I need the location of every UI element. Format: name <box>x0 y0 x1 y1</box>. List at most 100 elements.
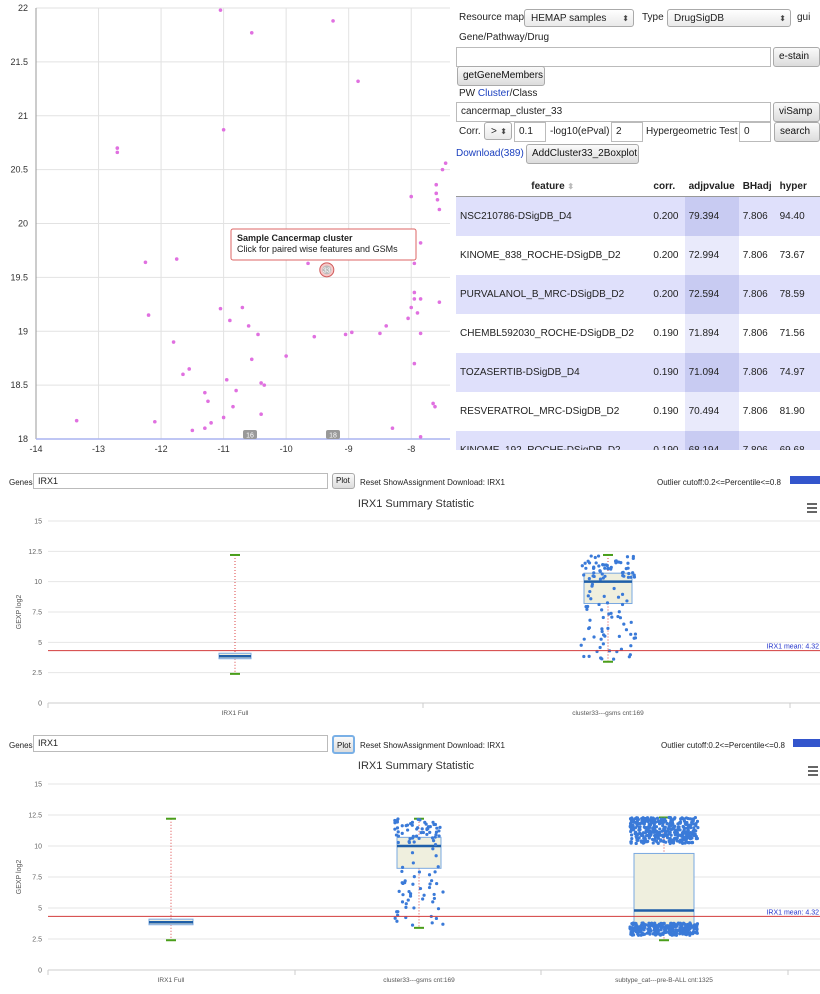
scatter-point[interactable] <box>437 207 442 212</box>
scatter-point[interactable] <box>437 300 442 304</box>
scatter-point[interactable] <box>187 367 192 371</box>
scatter-point[interactable] <box>246 324 251 328</box>
box-group[interactable] <box>218 553 252 675</box>
visamp-button[interactable]: viSamp <box>773 102 820 122</box>
scatter-point[interactable] <box>350 330 354 335</box>
corr-operator-select[interactable]: > ⬍ <box>484 122 512 140</box>
scatter-point[interactable] <box>228 318 232 323</box>
scatter-point[interactable] <box>174 257 179 261</box>
table-row[interactable]: KINOME_838_ROCHE-DSigDB_D2 0.200 72.994 7.8… <box>456 236 820 275</box>
scatter-point[interactable] <box>115 146 120 150</box>
scatter-point[interactable] <box>384 324 389 328</box>
scatter-point[interactable] <box>115 150 120 155</box>
scatter-point[interactable] <box>209 421 213 425</box>
scatter-point[interactable] <box>143 260 148 265</box>
scatter-point[interactable] <box>153 419 157 424</box>
scatter-point[interactable] <box>181 372 185 377</box>
boxplot-chart-2[interactable]: IRX1 Summary Statistic GEXP log2 15 12.5 10 7… <box>0 752 820 994</box>
scatter-point[interactable] <box>234 388 238 393</box>
scatter-point[interactable] <box>256 332 260 337</box>
search-button[interactable]: search <box>774 122 820 142</box>
plot-button-1[interactable]: Plot <box>332 473 355 489</box>
scatter-point[interactable] <box>418 331 423 336</box>
scatter-point[interactable] <box>218 306 223 311</box>
scatter-point[interactable] <box>259 381 263 385</box>
scatter-point[interactable] <box>312 334 317 339</box>
scatter-point[interactable] <box>418 435 423 439</box>
e-stain-button[interactable]: e-stain <box>773 47 820 67</box>
hypergeometric-input[interactable]: 0 <box>739 122 771 142</box>
scatter-point[interactable] <box>434 191 439 196</box>
scatter-point[interactable] <box>190 428 195 433</box>
sort-icon[interactable]: ⬍ <box>567 181 575 191</box>
reset-assignment-download-2[interactable]: Reset ShowAssignment Download: IRX1 <box>360 741 505 750</box>
scatter-point[interactable] <box>418 297 423 301</box>
table-row[interactable]: NSC210786-DSigDB_D4 0.200 79.394 7.806 94.40 <box>456 196 820 236</box>
scatter-point[interactable] <box>412 361 417 366</box>
column-header-adjpvalue[interactable]: adjpvalue <box>684 176 739 197</box>
table-row[interactable]: CHEMBL592030_ROCHE-DSigDB_D2 0.190 71.894 7… <box>456 314 820 353</box>
scatter-point[interactable] <box>378 331 382 336</box>
scatter-point[interactable] <box>433 404 437 409</box>
resource-map-select[interactable]: HEMAP samples ⬍ <box>524 9 634 27</box>
scatter-point[interactable] <box>412 261 417 266</box>
scatter-point[interactable] <box>146 313 151 317</box>
scatter-point[interactable] <box>406 316 410 321</box>
scatter-point[interactable] <box>74 418 79 423</box>
scatter-point[interactable] <box>434 182 439 187</box>
scatter-point[interactable] <box>249 30 254 35</box>
corr-input[interactable]: 0.1 <box>514 122 546 142</box>
table-row[interactable]: KINOME_192_ROCHE-DSigDB_D20.19068.1947.8… <box>456 431 820 450</box>
cluster-input[interactable]: cancermap_cluster_33 <box>456 102 771 122</box>
scatter-point[interactable] <box>231 404 235 409</box>
box-group[interactable] <box>148 817 194 942</box>
table-row[interactable]: RESVERATROL_MRC-DSigDB_D2 0.190 70.494 7.80… <box>456 392 820 431</box>
reset-assignment-download-1[interactable]: Reset ShowAssignment Download: IRX1 <box>360 478 505 487</box>
scatter-point[interactable] <box>218 8 223 12</box>
scatter-point[interactable] <box>240 305 245 310</box>
column-header-corr[interactable]: corr. <box>649 176 685 197</box>
column-header-bhadj[interactable]: BHadj <box>738 176 776 197</box>
scatter-point[interactable] <box>249 357 254 362</box>
box-group[interactable] <box>628 815 700 942</box>
scatter-point[interactable] <box>284 354 288 358</box>
cluster-tag-16[interactable] <box>243 430 257 439</box>
scatter-point[interactable] <box>203 390 207 395</box>
scatter-point[interactable] <box>331 19 335 23</box>
box-group[interactable] <box>393 817 445 929</box>
scatter-point[interactable] <box>343 332 348 337</box>
scatter-point[interactable] <box>409 305 414 310</box>
gene-pathway-drug-input[interactable] <box>456 47 771 67</box>
scatter-point[interactable] <box>412 290 417 295</box>
scatter-point[interactable] <box>440 167 445 172</box>
scatter-point[interactable] <box>224 377 229 382</box>
genes-input-2[interactable]: IRX1 <box>33 735 328 752</box>
pval-input[interactable]: 2 <box>611 122 643 142</box>
box-group[interactable] <box>579 553 638 663</box>
type-select[interactable]: DrugSigDB ⬍ <box>667 9 791 27</box>
scatter-point[interactable] <box>356 79 360 84</box>
add-cluster-boxplot-button[interactable]: AddCluster33_2Boxplot <box>526 144 639 164</box>
scatter-point[interactable] <box>171 340 176 344</box>
table-row[interactable]: PURVALANOL_B_MRC-DSigDB_D2 0.200 72.594 7.8… <box>456 275 820 314</box>
outlier-cutoff-slider-1[interactable] <box>790 476 820 484</box>
results-table-container[interactable]: feature ⬍ corr. adjpvalue BHadj hyper NS… <box>456 176 820 450</box>
cluster-scatter-plot[interactable]: -14 -13 -12 -11 -10 -9 -8 22 21.5 21 20.5 20 19.5 19 1… <box>0 0 450 460</box>
genes-input-1[interactable]: IRX1 <box>33 473 328 489</box>
scatter-point[interactable] <box>418 241 423 245</box>
get-gene-members-button[interactable]: getGeneMembers <box>457 66 545 86</box>
outlier-cutoff-slider-2[interactable] <box>793 739 820 747</box>
column-header-feature[interactable]: feature ⬍ <box>456 176 650 197</box>
scatter-point[interactable] <box>412 297 417 301</box>
scatter-point[interactable] <box>259 412 263 417</box>
download-link[interactable]: Download(389) <box>456 148 524 159</box>
scatter-point[interactable] <box>306 261 310 266</box>
table-row[interactable]: TOZASERTIB-DSigDB_D4 0.190 71.094 7.806 74.9… <box>456 353 820 392</box>
scatter-point[interactable] <box>221 415 226 420</box>
scatter-point[interactable] <box>431 401 435 406</box>
hamburger-menu-icon[interactable] <box>808 766 818 778</box>
plot-button-2[interactable]: Plot <box>332 735 355 754</box>
scatter-point[interactable] <box>443 161 448 165</box>
scatter-point[interactable] <box>415 311 420 315</box>
scatter-point[interactable] <box>262 383 267 387</box>
